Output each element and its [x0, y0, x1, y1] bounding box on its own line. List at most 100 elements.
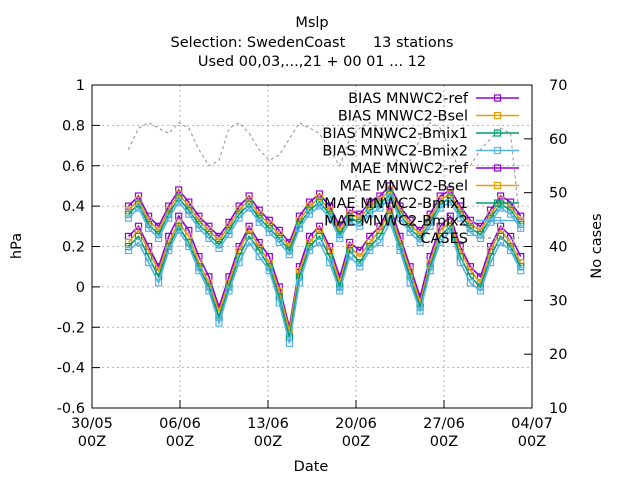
y-tick-label: -0.2 — [57, 320, 85, 336]
legend-label: MAE MNWC2-ref — [350, 161, 469, 177]
data-point — [225, 287, 233, 295]
series-line — [127, 192, 522, 253]
x-tick-label: 27/06 — [423, 416, 465, 432]
legend-marker — [493, 164, 502, 172]
y-tick-label: 1 — [76, 78, 85, 94]
data-point — [346, 218, 354, 226]
data-point — [165, 214, 173, 222]
chart-title: Mslp — [295, 15, 328, 31]
series-line — [127, 196, 522, 257]
data-point — [446, 186, 454, 194]
data-point — [175, 226, 183, 234]
y-tick-label: -0.4 — [57, 361, 85, 377]
data-point — [507, 246, 515, 255]
data-point — [436, 204, 444, 212]
data-point — [466, 228, 474, 236]
data-point — [346, 210, 354, 218]
series-bias-mnwc2-bmix2 — [124, 218, 525, 347]
chart-subtitle-2: Used 00,03,...,21 + 00 01 ... 12 — [198, 54, 426, 70]
legend-label: MAE MNWC2-Bsel — [340, 179, 468, 195]
data-point — [155, 234, 163, 242]
series-cases — [127, 121, 522, 231]
x-tick-label: 00Z — [518, 434, 546, 450]
data-point — [326, 259, 334, 267]
data-point — [486, 218, 495, 226]
data-point — [265, 267, 273, 275]
series-line — [127, 188, 522, 249]
data-point — [356, 222, 364, 230]
data-point — [376, 204, 384, 212]
series-line — [128, 220, 522, 344]
legend-marker — [493, 146, 502, 155]
y-tick-label: 0.6 — [62, 159, 85, 175]
data-point — [315, 238, 324, 247]
data-point — [134, 238, 143, 247]
data-point — [215, 319, 223, 327]
data-point — [517, 267, 525, 275]
y2-tick-label: 70 — [549, 78, 567, 94]
y2-tick-label: 60 — [549, 132, 567, 148]
data-point — [366, 210, 374, 218]
data-point — [446, 194, 454, 202]
data-point — [124, 214, 133, 222]
legend-label: BIAS MNWC2-Bmix2 — [322, 144, 468, 160]
data-point — [255, 218, 263, 226]
data-point — [315, 194, 324, 202]
data-point — [366, 202, 374, 210]
data-point — [416, 238, 424, 247]
data-point — [336, 287, 344, 295]
series-layer — [124, 121, 525, 347]
x-tick-label: 13/06 — [247, 416, 289, 432]
x-tick-label: 20/06 — [335, 416, 377, 432]
series-bias-mnwc2-bsel — [124, 206, 525, 335]
data-point — [476, 287, 485, 295]
data-point — [466, 279, 474, 287]
data-point — [305, 202, 314, 210]
x-tick-label: 06/06 — [159, 416, 201, 432]
data-point — [497, 238, 505, 247]
data-point — [305, 246, 314, 255]
x-tick-label: 00Z — [430, 434, 458, 450]
data-point — [245, 204, 253, 212]
data-point — [346, 206, 354, 214]
data-point — [346, 214, 354, 222]
data-point — [416, 307, 424, 315]
data-point — [165, 246, 173, 255]
data-point — [245, 238, 253, 247]
data-point — [275, 299, 283, 307]
data-point — [205, 287, 213, 295]
legend-marker — [493, 181, 502, 190]
chart-subtitle-1: Selection: SwedenCoast 13 stations — [171, 35, 454, 51]
data-point — [235, 259, 243, 267]
series-line — [127, 204, 522, 328]
data-point — [446, 190, 454, 198]
data-point — [436, 200, 444, 208]
data-point — [145, 259, 153, 267]
y2-tick-label: 40 — [549, 240, 567, 256]
series-line — [127, 121, 522, 231]
data-point — [436, 238, 444, 247]
data-point — [436, 192, 444, 200]
y-tick-label: 0.2 — [62, 240, 85, 256]
legend-label: MAE MNWC2-Bmix2 — [324, 214, 468, 230]
y-tick-label: 0.4 — [62, 199, 85, 215]
data-point — [396, 214, 404, 222]
data-point — [456, 214, 464, 222]
data-point — [315, 202, 324, 210]
y2-tick-label: 20 — [549, 347, 567, 363]
x-tick-label: 00Z — [166, 434, 194, 450]
data-point — [265, 228, 273, 236]
data-point — [295, 224, 303, 232]
data-point — [426, 222, 434, 230]
legend-label: BIAS MNWC2-Bmix1 — [322, 126, 468, 142]
data-point — [406, 279, 414, 287]
data-point — [175, 198, 183, 206]
data-point — [446, 198, 454, 206]
y2-tick-label: 30 — [549, 293, 567, 309]
legend-marker — [493, 94, 502, 102]
y-tick-label: 0.8 — [62, 118, 85, 134]
data-point — [346, 253, 354, 261]
data-point — [195, 267, 203, 275]
data-point — [185, 242, 193, 251]
